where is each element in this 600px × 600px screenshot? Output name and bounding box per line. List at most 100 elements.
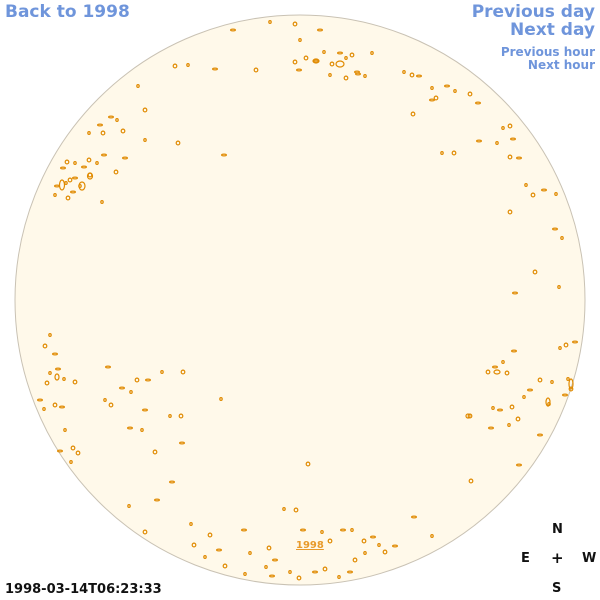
- contour-ring: [493, 369, 501, 375]
- contour-ring: [86, 172, 94, 180]
- contour-region: [121, 156, 128, 160]
- contour-region: [100, 130, 106, 136]
- contour-region: [563, 342, 569, 348]
- contour-region: [64, 159, 70, 165]
- contour-region: [347, 570, 354, 574]
- contour-region: [566, 377, 570, 382]
- contour-region: [451, 150, 457, 156]
- contour-region: [95, 161, 99, 166]
- contour-region: [54, 367, 61, 371]
- contour-region: [189, 521, 193, 526]
- contour-region: [355, 72, 362, 76]
- contour-region: [127, 504, 131, 509]
- contour-region: [453, 88, 457, 93]
- contour-region: [532, 269, 538, 275]
- contour-region: [126, 426, 133, 430]
- contour-region: [292, 21, 298, 27]
- contour-region: [409, 72, 415, 78]
- contour-region: [180, 369, 186, 375]
- contour-region: [363, 73, 367, 78]
- contour-region: [142, 529, 148, 535]
- contour-region: [377, 542, 381, 547]
- contour-region: [402, 69, 406, 74]
- contour-region: [169, 480, 176, 484]
- contour-region: [568, 386, 574, 392]
- previous-day-link[interactable]: Previous day: [471, 2, 595, 22]
- contour-region: [554, 192, 558, 197]
- contour-region: [136, 83, 140, 88]
- compass-north: N: [552, 522, 563, 537]
- contour-region: [317, 28, 324, 32]
- contour-region: [42, 343, 48, 349]
- contour-region: [298, 37, 302, 42]
- contour-region: [507, 154, 513, 160]
- contour-region: [113, 169, 119, 175]
- compass-west: W: [582, 551, 597, 566]
- contour-region: [430, 533, 434, 538]
- previous-hour-link[interactable]: Previous hour: [500, 45, 595, 59]
- compass-east: E: [521, 551, 530, 566]
- contour-region: [248, 550, 252, 555]
- next-day-link[interactable]: Next day: [510, 20, 595, 40]
- contour-region: [300, 528, 307, 532]
- contour-region: [293, 507, 299, 513]
- contour-region: [104, 365, 111, 369]
- back-to-year-link[interactable]: Back to 1998: [5, 2, 130, 22]
- contour-region: [108, 402, 114, 408]
- contour-region: [524, 183, 528, 188]
- contour-region: [320, 529, 324, 534]
- contour-region: [48, 333, 52, 338]
- contour-region: [515, 156, 522, 160]
- contour-region: [216, 548, 223, 552]
- contour-region: [253, 67, 259, 73]
- contour-region: [75, 450, 81, 456]
- contour-region: [96, 123, 103, 127]
- contour-region: [344, 55, 348, 60]
- contour-region: [561, 393, 568, 397]
- compass-south: S: [552, 581, 562, 596]
- contour-region: [515, 463, 522, 467]
- contour-ring: [545, 397, 551, 407]
- observation-timestamp: 1998-03-14T06:23:33: [5, 582, 162, 597]
- contour-region: [52, 402, 58, 408]
- contour-region: [571, 340, 578, 344]
- contour-region: [296, 68, 303, 72]
- contour-region: [515, 416, 521, 422]
- contour-region: [69, 190, 76, 194]
- contour-ring: [335, 60, 345, 68]
- contour-region: [511, 349, 518, 353]
- contour-region: [51, 352, 58, 356]
- contour-region: [282, 507, 286, 512]
- contour-region: [203, 554, 207, 559]
- contour-region: [134, 377, 140, 383]
- contour-region: [411, 515, 418, 519]
- contour-region: [154, 498, 161, 502]
- contour-region: [328, 72, 332, 77]
- contour-region: [522, 395, 526, 400]
- contour-region: [118, 386, 125, 390]
- contour-region: [526, 388, 533, 392]
- contour-region: [352, 557, 358, 563]
- contour-region: [392, 544, 399, 548]
- contour-region: [100, 200, 104, 205]
- solar-disk: [14, 14, 586, 586]
- contour-region: [491, 406, 495, 411]
- contour-region: [305, 461, 311, 467]
- contour-region: [129, 390, 133, 395]
- contour-region: [382, 549, 388, 555]
- contour-region: [269, 574, 276, 578]
- magnetic-contours: [36, 20, 578, 581]
- contour-region: [485, 369, 491, 375]
- contour-ring: [568, 378, 574, 390]
- contour-ring: [58, 179, 66, 191]
- contour-region: [536, 433, 543, 437]
- contour-region: [337, 51, 344, 55]
- contour-region: [230, 28, 237, 32]
- contour-region: [268, 20, 272, 25]
- contour-region: [361, 538, 367, 544]
- contour-region: [44, 380, 50, 386]
- next-hour-link[interactable]: Next hour: [527, 58, 595, 72]
- contour-region: [142, 107, 148, 113]
- year-link[interactable]: 1998: [296, 540, 324, 551]
- contour-region: [86, 157, 92, 163]
